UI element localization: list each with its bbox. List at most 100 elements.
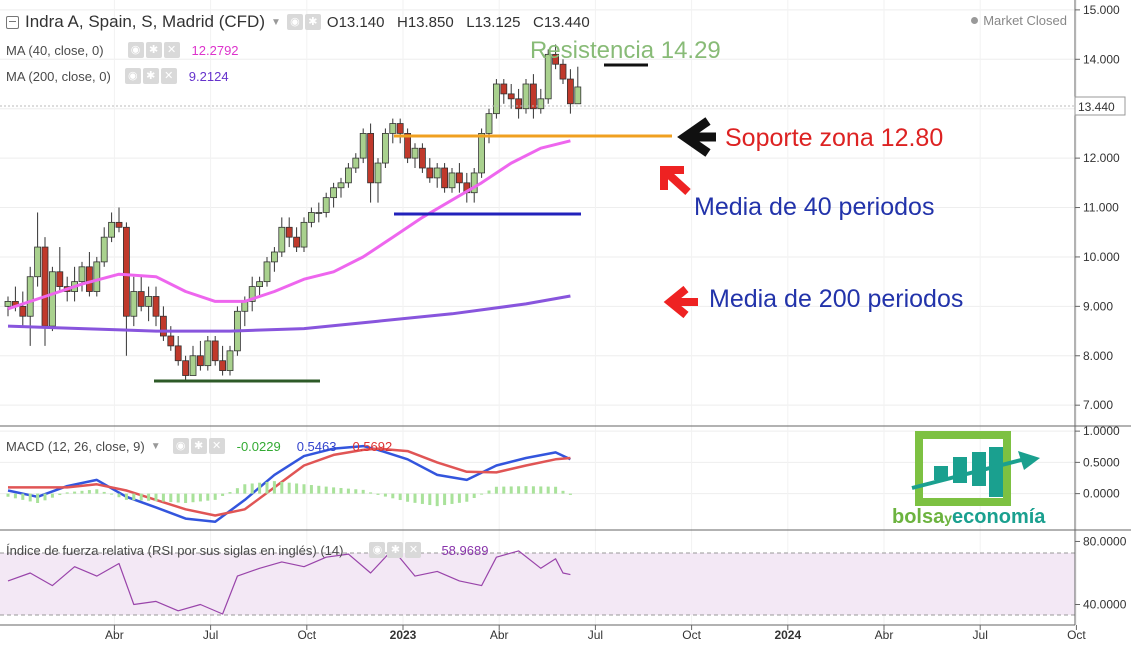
symbol-tools: ◉ ✱ bbox=[286, 14, 321, 30]
price-tick-label: 14.000 bbox=[1083, 52, 1120, 66]
candle-body bbox=[359, 133, 367, 159]
macd-hist-bar bbox=[457, 493, 461, 503]
svg-text:bolsayeconomía: bolsayeconomía bbox=[892, 506, 1046, 528]
macd-legend: MACD (12, 26, close, 9) ▼ ◉ ✱ ✕ -0.0229 … bbox=[6, 438, 392, 454]
macd-tools: ◉ ✱ ✕ bbox=[172, 438, 225, 454]
price-tick-label: 7.000 bbox=[1083, 398, 1113, 412]
candle-body bbox=[285, 226, 293, 238]
candle-body bbox=[248, 286, 256, 302]
candle-body bbox=[485, 113, 493, 134]
candle-body bbox=[145, 296, 153, 307]
macd-hist-bar bbox=[391, 493, 395, 499]
candle-body bbox=[4, 301, 12, 307]
time-tick-label: Jul bbox=[588, 628, 603, 642]
candle-body bbox=[293, 236, 301, 248]
macd-hist-bar bbox=[58, 493, 62, 496]
macd-hist-bar bbox=[13, 493, 17, 499]
resistance-label: Resistencia 14.29 bbox=[530, 37, 721, 64]
macd-hist-bar bbox=[435, 493, 439, 507]
ma40-label: MA (40, close, 0) bbox=[6, 42, 104, 58]
macd-hist-bar bbox=[28, 493, 32, 502]
candle-body bbox=[278, 226, 286, 253]
macd-hist-bar bbox=[154, 493, 158, 502]
time-tick-label: Abr bbox=[875, 628, 894, 642]
candle-body bbox=[322, 197, 330, 213]
eye-icon[interactable]: ◉ bbox=[286, 14, 303, 30]
gear-icon[interactable]: ✱ bbox=[142, 68, 159, 84]
candle-body bbox=[433, 167, 441, 179]
close-icon[interactable]: ✕ bbox=[208, 438, 225, 454]
black-arrow-icon bbox=[677, 117, 716, 157]
candle-body bbox=[174, 345, 182, 362]
candle-body bbox=[19, 305, 27, 317]
time-tick-label: Jul bbox=[973, 628, 988, 642]
candle-body bbox=[426, 167, 434, 179]
close-value: 13.440 bbox=[543, 13, 590, 31]
macd-hist-bar bbox=[420, 493, 424, 504]
macd-hist-bar bbox=[472, 493, 476, 498]
candle-body bbox=[507, 93, 515, 100]
macd-hist-bar bbox=[87, 490, 91, 494]
candle-body bbox=[300, 221, 308, 248]
macd-hist-bar bbox=[517, 486, 521, 494]
time-tick-label: Abr bbox=[105, 628, 124, 642]
candle-body bbox=[56, 271, 64, 287]
close-icon[interactable]: ✕ bbox=[405, 542, 422, 558]
macd-hist-bar bbox=[228, 492, 232, 494]
candle-body bbox=[256, 281, 264, 287]
macd-hist-bar bbox=[250, 483, 254, 494]
gear-icon[interactable]: ✱ bbox=[190, 438, 207, 454]
macd-hist-bar bbox=[524, 486, 528, 494]
eye-icon[interactable]: ◉ bbox=[172, 438, 189, 454]
candle-body bbox=[167, 335, 175, 347]
macd-hist-bar bbox=[258, 482, 262, 494]
macd-hist-bar bbox=[117, 493, 121, 498]
price-tick-label: 9.000 bbox=[1083, 299, 1113, 313]
candle-body bbox=[86, 266, 93, 292]
indicator-lines bbox=[7, 139, 571, 615]
price-tick-label: 8.000 bbox=[1083, 349, 1113, 363]
candle-body bbox=[418, 147, 426, 169]
time-tick-label: Oct bbox=[682, 628, 701, 642]
candle-body bbox=[537, 98, 545, 110]
candle-body bbox=[530, 83, 537, 110]
macd-hist-bar bbox=[198, 493, 202, 502]
candle-body bbox=[93, 261, 101, 292]
macd-hist-bar bbox=[568, 493, 572, 495]
close-icon[interactable]: ✕ bbox=[160, 68, 177, 84]
macd-hist-bar bbox=[339, 488, 343, 494]
candle-body bbox=[389, 123, 397, 134]
gear-icon[interactable]: ✱ bbox=[387, 542, 404, 558]
candle-body bbox=[78, 266, 86, 283]
macd-hist-bar bbox=[332, 487, 336, 494]
macd-hist-bar bbox=[450, 493, 454, 504]
high-value: 13.850 bbox=[407, 13, 454, 31]
macd-hist-bar bbox=[95, 489, 99, 494]
candle-body bbox=[441, 167, 449, 189]
eye-icon[interactable]: ◉ bbox=[369, 542, 386, 558]
macd-hist-bar bbox=[272, 481, 276, 494]
candle-body bbox=[411, 147, 419, 159]
candle-body bbox=[189, 355, 197, 376]
collapse-icon[interactable] bbox=[6, 15, 19, 29]
eye-icon[interactable]: ◉ bbox=[127, 42, 144, 58]
macd-tick-label: 0.5000 bbox=[1083, 455, 1120, 469]
red-arrow-ma40-icon bbox=[660, 166, 691, 195]
candle-body bbox=[470, 172, 478, 194]
macd-hist-bar bbox=[191, 493, 195, 503]
ma40-note-label: Media de 40 periodos bbox=[694, 193, 934, 221]
gear-icon[interactable]: ✱ bbox=[304, 14, 321, 30]
last-price-value: 13.440 bbox=[1078, 100, 1115, 114]
time-tick-label: Oct bbox=[297, 628, 316, 642]
close-icon[interactable]: ✕ bbox=[163, 42, 180, 58]
candle-body bbox=[26, 276, 34, 317]
price-tick-label: 12.000 bbox=[1083, 151, 1120, 165]
chevron-down-icon[interactable]: ▼ bbox=[150, 440, 161, 452]
candle-body bbox=[41, 246, 49, 327]
candle-body bbox=[123, 226, 130, 317]
rsi-tick-label: 40.0000 bbox=[1083, 598, 1127, 612]
gear-icon[interactable]: ✱ bbox=[145, 42, 162, 58]
eye-icon[interactable]: ◉ bbox=[124, 68, 141, 84]
chevron-down-icon[interactable]: ▼ bbox=[270, 16, 281, 28]
